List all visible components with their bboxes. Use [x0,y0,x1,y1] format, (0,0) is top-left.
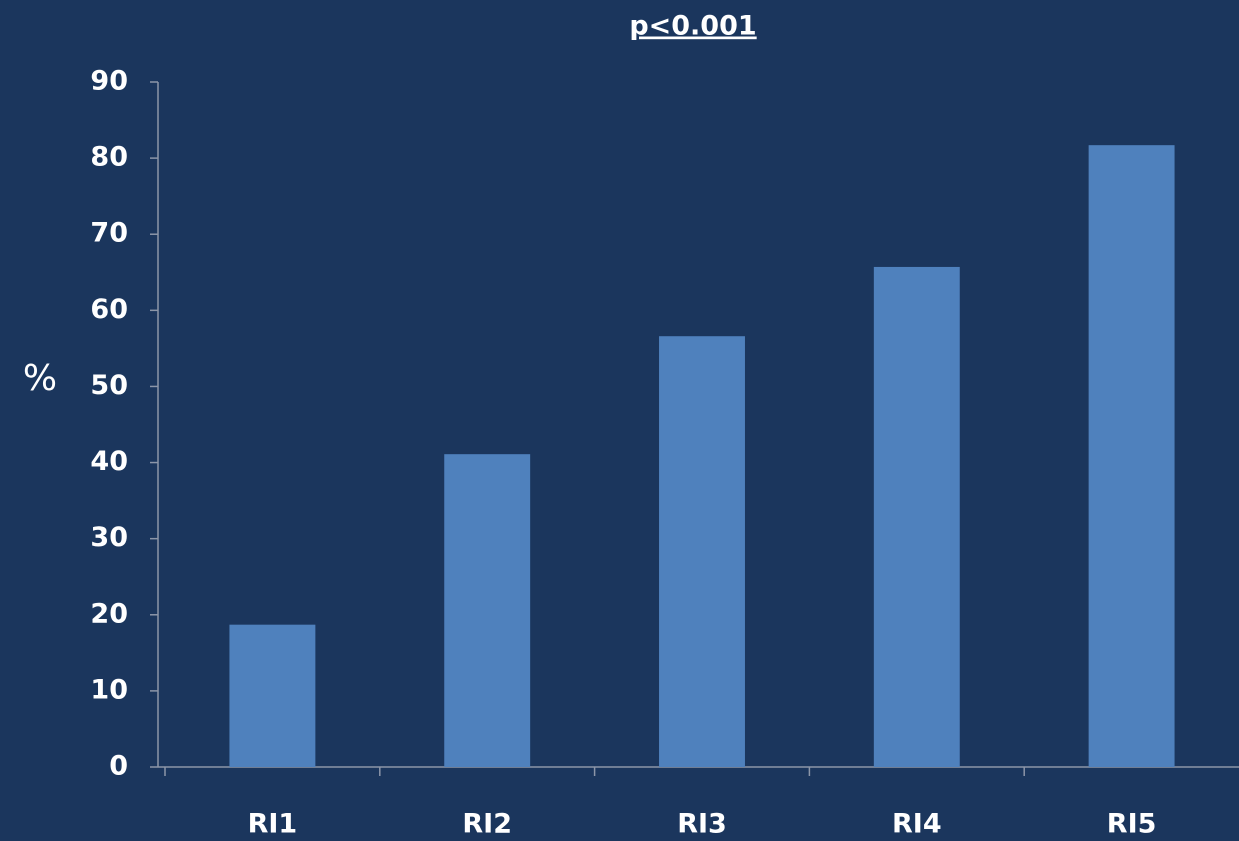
y-tick-label: 90 [90,66,128,97]
y-tick-label: 80 [90,142,128,173]
bar [444,454,531,767]
bar [873,266,960,767]
y-tick-label: 30 [90,522,128,553]
chart-title: p<0.001 [629,11,756,42]
y-tick-label: 40 [90,446,128,477]
bar [229,624,316,767]
y-axis-label: % [23,358,57,399]
y-tick-label: 60 [90,294,128,325]
bar [1088,145,1175,767]
bar [659,336,745,767]
y-tick-label: 70 [90,218,128,249]
y-tick-label: 20 [90,598,128,629]
x-tick-label: RI3 [677,809,727,840]
x-tick-label: RI2 [462,809,512,840]
x-tick-label: RI1 [248,809,298,840]
y-tick-label: 10 [90,674,128,705]
y-tick-label: 50 [90,370,128,401]
x-tick-label: RI5 [1107,809,1157,840]
y-tick-label: 0 [109,751,128,782]
x-tick-label: RI4 [892,809,942,840]
